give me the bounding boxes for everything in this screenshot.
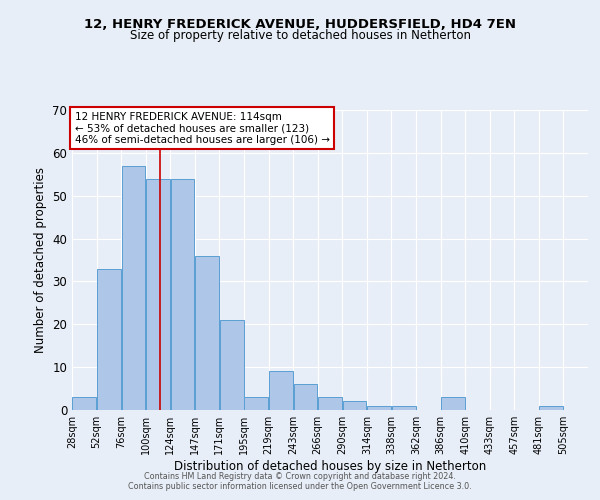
Bar [441,397,465,410]
Bar [73,397,96,410]
Bar [97,268,121,410]
Bar [170,178,194,410]
Bar [343,402,367,410]
Bar [269,372,293,410]
Bar [244,397,268,410]
Bar [367,406,391,410]
Text: Contains public sector information licensed under the Open Government Licence 3.: Contains public sector information licen… [128,482,472,491]
Bar [122,166,145,410]
Bar [195,256,219,410]
Text: 12 HENRY FREDERICK AVENUE: 114sqm
← 53% of detached houses are smaller (123)
46%: 12 HENRY FREDERICK AVENUE: 114sqm ← 53% … [74,112,329,144]
Bar [539,406,563,410]
Y-axis label: Number of detached properties: Number of detached properties [34,167,47,353]
Text: Size of property relative to detached houses in Netherton: Size of property relative to detached ho… [130,29,470,42]
X-axis label: Distribution of detached houses by size in Netherton: Distribution of detached houses by size … [174,460,486,473]
Text: Contains HM Land Registry data © Crown copyright and database right 2024.: Contains HM Land Registry data © Crown c… [144,472,456,481]
Bar [146,178,170,410]
Text: 12, HENRY FREDERICK AVENUE, HUDDERSFIELD, HD4 7EN: 12, HENRY FREDERICK AVENUE, HUDDERSFIELD… [84,18,516,30]
Bar [318,397,342,410]
Bar [220,320,244,410]
Bar [392,406,416,410]
Bar [293,384,317,410]
